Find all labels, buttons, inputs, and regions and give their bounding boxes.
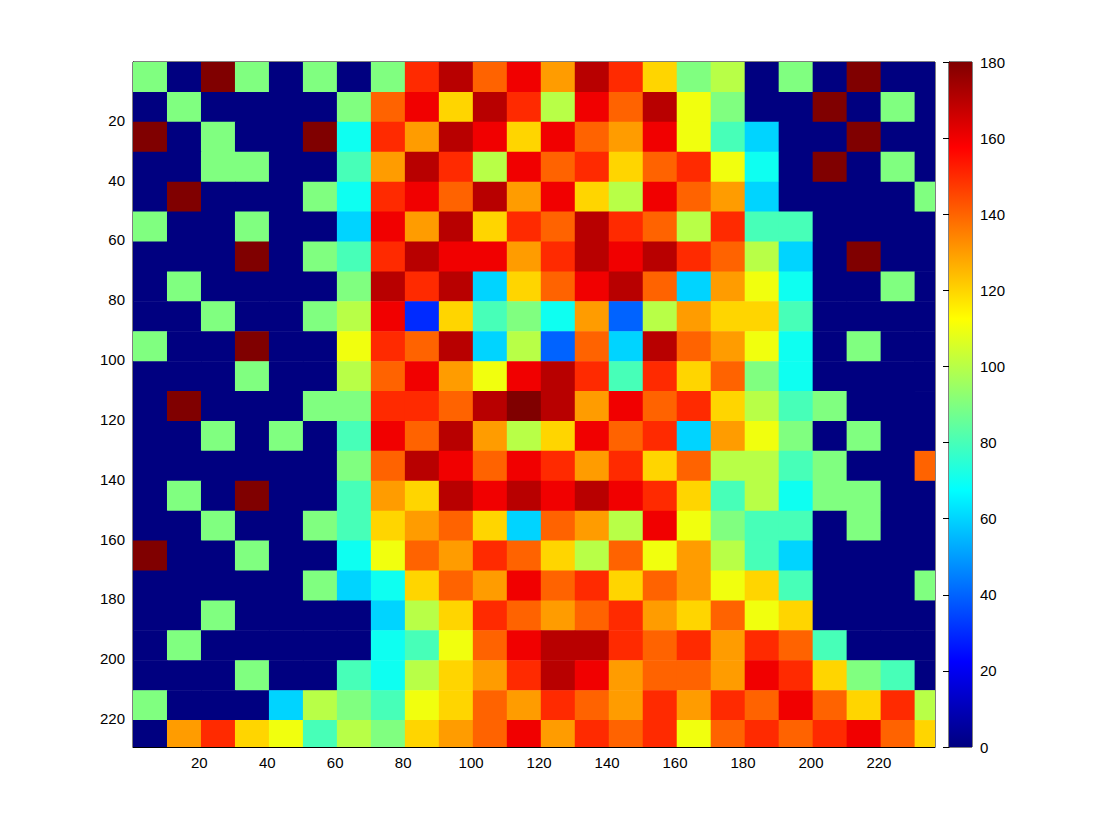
svg-text:180: 180 bbox=[100, 590, 125, 607]
svg-text:140: 140 bbox=[980, 206, 1005, 223]
svg-text:80: 80 bbox=[108, 291, 125, 308]
svg-text:20: 20 bbox=[108, 112, 125, 129]
svg-text:20: 20 bbox=[980, 662, 997, 679]
svg-text:140: 140 bbox=[595, 754, 620, 771]
svg-text:100: 100 bbox=[459, 754, 484, 771]
svg-text:160: 160 bbox=[100, 531, 125, 548]
svg-text:220: 220 bbox=[866, 754, 891, 771]
svg-text:20: 20 bbox=[191, 754, 208, 771]
svg-text:60: 60 bbox=[327, 754, 344, 771]
svg-text:80: 80 bbox=[980, 434, 997, 451]
svg-text:220: 220 bbox=[100, 710, 125, 727]
svg-text:180: 180 bbox=[730, 754, 755, 771]
svg-text:60: 60 bbox=[108, 231, 125, 248]
svg-text:80: 80 bbox=[395, 754, 412, 771]
svg-text:180: 180 bbox=[980, 54, 1005, 71]
svg-text:160: 160 bbox=[663, 754, 688, 771]
svg-text:120: 120 bbox=[980, 282, 1005, 299]
svg-text:160: 160 bbox=[980, 130, 1005, 147]
svg-text:0: 0 bbox=[980, 739, 988, 756]
svg-text:100: 100 bbox=[100, 351, 125, 368]
svg-text:120: 120 bbox=[527, 754, 552, 771]
svg-text:100: 100 bbox=[980, 358, 1005, 375]
svg-text:40: 40 bbox=[980, 586, 997, 603]
svg-text:200: 200 bbox=[798, 754, 823, 771]
svg-text:40: 40 bbox=[259, 754, 276, 771]
svg-text:60: 60 bbox=[980, 510, 997, 527]
svg-text:200: 200 bbox=[100, 650, 125, 667]
svg-text:120: 120 bbox=[100, 411, 125, 428]
svg-text:40: 40 bbox=[108, 172, 125, 189]
svg-text:140: 140 bbox=[100, 471, 125, 488]
